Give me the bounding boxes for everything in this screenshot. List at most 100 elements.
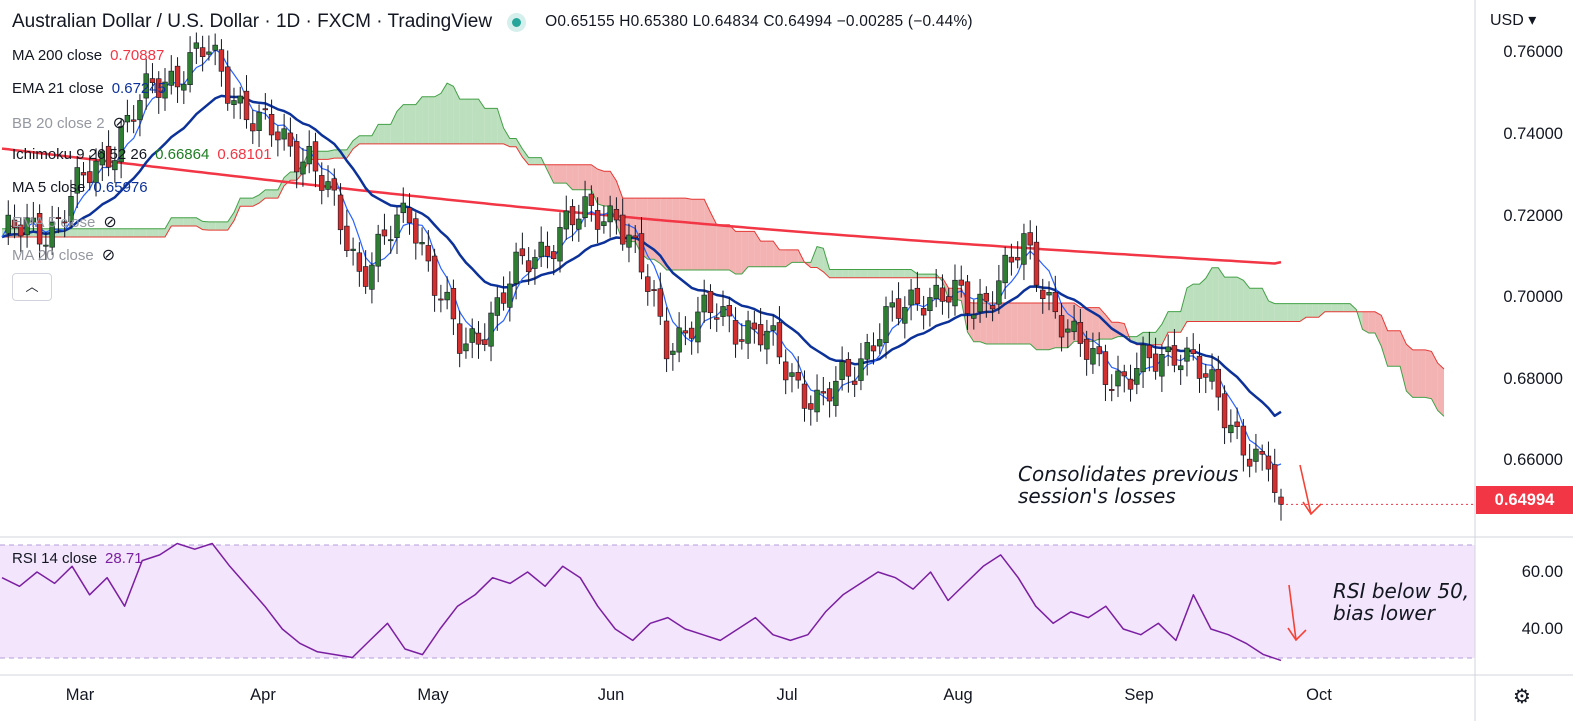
cloud-segment-bear (992, 303, 999, 344)
candle-up (1165, 346, 1171, 353)
eye-off-icon[interactable]: ⊘ (103, 214, 117, 231)
candle-down (739, 339, 745, 342)
cloud-segment-bull (127, 228, 134, 237)
candle-down (1083, 338, 1090, 360)
candle-down (1102, 351, 1109, 385)
legend-ma200[interactable]: MA 200 close 0.70887 (12, 47, 164, 64)
collapse-legend-button[interactable]: ︿ (12, 273, 52, 301)
cloud-segment-bull (440, 83, 448, 144)
cloud-segment-bull (152, 228, 159, 237)
cloud-segment-bear (1412, 349, 1419, 398)
cloud-segment-bull (102, 228, 109, 237)
cloud-segment-bull (848, 269, 855, 278)
chevron-up-icon: ︿ (25, 279, 39, 294)
candle-up (494, 297, 500, 316)
annotation-line: Consolidates previous (1018, 462, 1239, 486)
candle-down (450, 288, 457, 320)
candle-down (663, 320, 670, 360)
rsi-down-arrow (1288, 584, 1297, 641)
legend-bb20[interactable]: BB 20 close 2 ⊘ (12, 113, 126, 133)
legend-ma20[interactable]: MA 20 close ⊘ (12, 245, 115, 265)
cloud-segment-bear (578, 164, 586, 190)
candle-down (1265, 455, 1272, 470)
candle-up (49, 221, 55, 248)
candle-down (218, 49, 225, 72)
candle-down (757, 324, 764, 346)
candle-down (406, 207, 413, 224)
candle-up (112, 160, 118, 171)
candle-down (438, 298, 444, 301)
candle-down (1259, 451, 1265, 455)
cloud-segment-bear (1387, 330, 1394, 367)
cloud-segment-bear (1017, 303, 1024, 344)
cloud-segment-bull (1293, 303, 1300, 322)
candle-up (1140, 344, 1146, 373)
candle-down (1272, 464, 1278, 493)
candle-up (5, 214, 11, 234)
cloud-segment-bull (1136, 332, 1144, 345)
candle-down (61, 221, 68, 224)
legend-ema5[interactable]: EMA 5 close ⊘ (12, 212, 117, 232)
cloud-segment-bull (1186, 284, 1194, 322)
candle-down (149, 78, 156, 84)
indicator-lines (1, 49, 1475, 505)
cloud-segment-bull (334, 149, 341, 159)
currency-selector[interactable]: USD ▾ (1490, 12, 1537, 29)
candle-up (1228, 424, 1234, 434)
cloud-segment-bull (1337, 303, 1344, 312)
candle-up (256, 111, 262, 131)
legend-label: MA 20 close (12, 246, 94, 264)
candle-down (105, 145, 112, 168)
cloud-segment-bull (409, 104, 416, 144)
legend-label: MA 200 close (12, 47, 103, 64)
candle-up (1065, 328, 1071, 333)
cloud-segment-bear (553, 164, 560, 184)
cloud-segment-bull (384, 124, 391, 144)
cloud-segment-bear (547, 164, 554, 184)
candle-down (431, 255, 438, 296)
eye-off-icon[interactable]: ⊘ (101, 247, 116, 264)
cloud-segment-bull (1318, 303, 1325, 318)
settings-gear-icon[interactable]: ⚙ (1513, 686, 1531, 708)
rsi-y-tick: 40.00 (1521, 620, 1563, 638)
candle-up (908, 289, 914, 306)
cloud-segment-bull (528, 157, 535, 165)
candle-down (312, 141, 319, 172)
cloud-segment-bear (603, 171, 611, 206)
cloud-segment-bull (453, 86, 460, 144)
symbol-title[interactable]: Australian Dollar / U.S. Dollar · 1D · F… (12, 11, 493, 32)
eye-off-icon[interactable]: ⊘ (112, 115, 126, 132)
candle-up (1159, 353, 1165, 377)
cloud-segment-bear (691, 199, 698, 271)
candle-down (795, 372, 801, 381)
candle-up (231, 100, 237, 106)
candle-up (181, 83, 187, 91)
legend-ichimoku[interactable]: Ichimoku 9 26 52 26 0.66864 0.68101 (12, 146, 272, 163)
cloud-segment-bull (516, 138, 523, 158)
ohlc-readout: O0.65155 H0.65380 L0.64834 C0.64994 −0.0… (545, 13, 973, 30)
candle-down (1278, 496, 1284, 505)
candle-down (638, 233, 645, 273)
cloud-segment-bull (1212, 267, 1219, 322)
candle-up (1090, 348, 1096, 365)
candle-down (344, 225, 350, 251)
cloud-segment-bull (346, 140, 354, 159)
candle-up (187, 52, 193, 85)
cloud-segment-bull (1343, 303, 1350, 312)
candle-down (1121, 371, 1127, 377)
candle-down (688, 327, 695, 339)
cloud-segment-bear (735, 231, 742, 275)
candle-up (24, 217, 30, 236)
y-tick: 0.76000 (1503, 43, 1563, 61)
cloud-segment-bear (754, 231, 761, 267)
candle-down (820, 391, 827, 394)
currency-label: USD (1490, 12, 1524, 29)
candle-up (143, 73, 149, 99)
candle-down (946, 296, 952, 303)
price-down-arrow (1299, 464, 1312, 515)
cloud-segment-bull (1274, 303, 1281, 322)
rsi-legend[interactable]: RSI 14 close 28.71 (12, 550, 143, 567)
legend-ema21[interactable]: EMA 21 close 0.67245 (12, 80, 166, 97)
legend-ma5[interactable]: MA 5 close 0.65976 (12, 179, 148, 196)
